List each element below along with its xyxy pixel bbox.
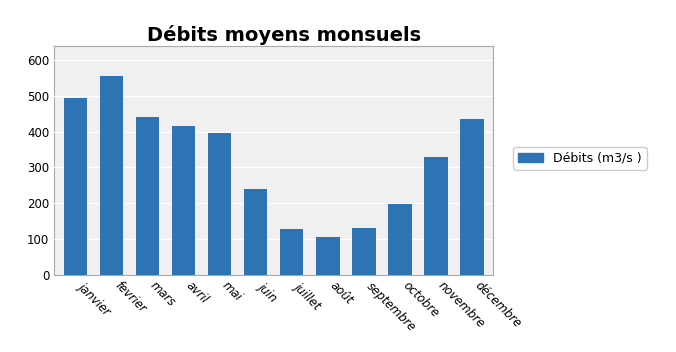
Bar bbox=[280, 229, 304, 275]
Bar bbox=[316, 237, 339, 275]
Bar bbox=[64, 98, 87, 275]
Bar bbox=[388, 204, 412, 275]
Bar bbox=[424, 157, 448, 275]
Bar bbox=[136, 117, 160, 275]
Text: Débits moyens monsuels: Débits moyens monsuels bbox=[147, 25, 421, 45]
Bar bbox=[208, 133, 231, 275]
Bar bbox=[352, 228, 376, 275]
Bar bbox=[244, 189, 268, 275]
Legend: Débits (m3/s ): Débits (m3/s ) bbox=[513, 147, 647, 170]
Bar bbox=[100, 76, 124, 275]
Bar bbox=[172, 126, 195, 275]
Bar bbox=[460, 119, 483, 275]
